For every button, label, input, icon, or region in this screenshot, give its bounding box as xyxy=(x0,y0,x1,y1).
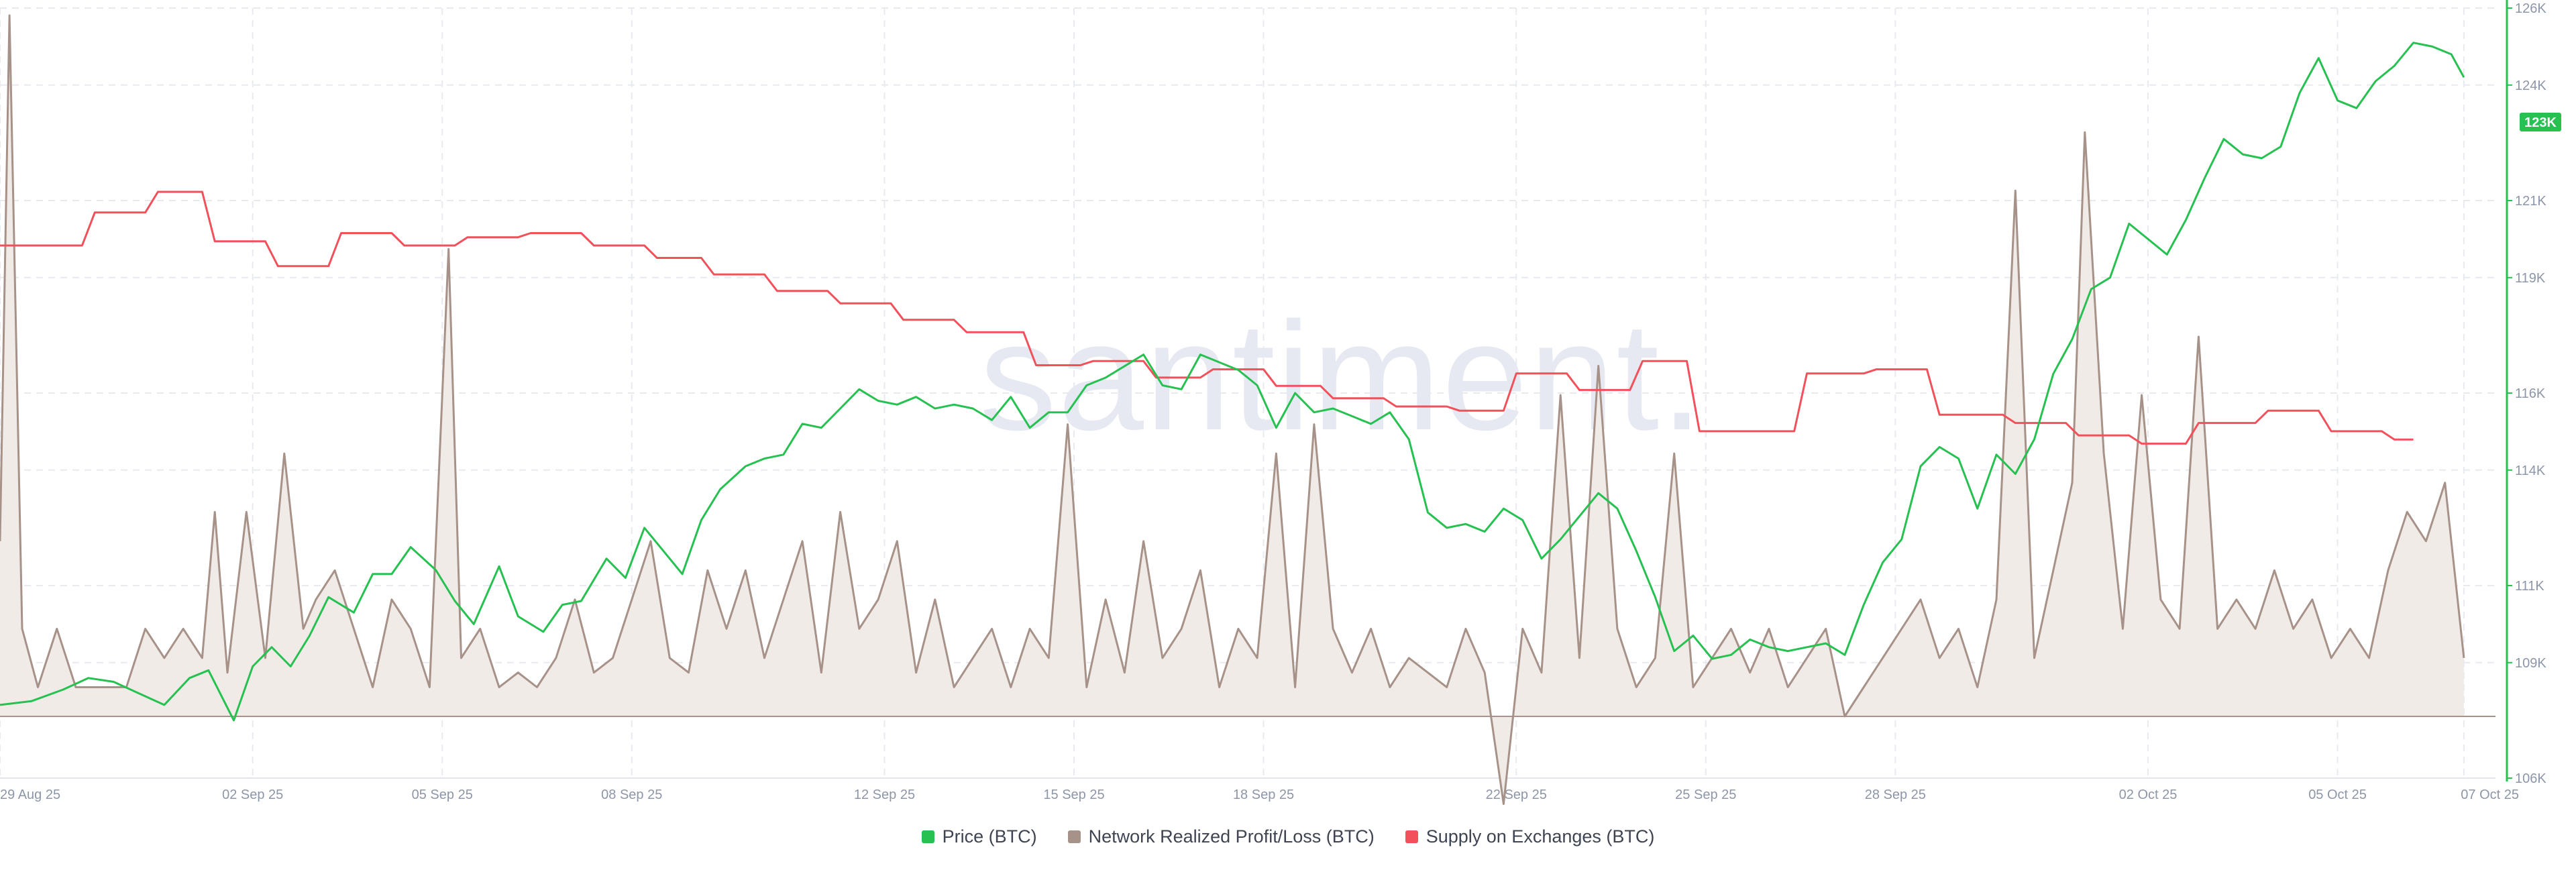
x-tick-label-3: 08 Sep 25 xyxy=(601,787,662,802)
x-tick-label-4: 12 Sep 25 xyxy=(854,787,915,802)
x-tick-label-5: 15 Sep 25 xyxy=(1043,787,1104,802)
legend-swatch-nrpl xyxy=(1067,830,1081,843)
supply-series-line xyxy=(0,190,2414,445)
x-tick-label-11: 05 Oct 25 xyxy=(2308,787,2367,802)
x-axis: 29 Aug 25 02 Sep 25 05 Sep 25 08 Sep 25 12 S… xyxy=(0,787,2519,802)
x-tick-label-0: 29 Aug 25 xyxy=(0,787,60,802)
y-tick-label-2: 121K xyxy=(2515,194,2546,209)
price-series-line xyxy=(0,42,2465,722)
chart-legend: Price (BTC) Network Realized Profit/Loss… xyxy=(0,826,2576,847)
x-tick-label-2: 05 Sep 25 xyxy=(412,787,473,802)
y-tick-label-1: 124K xyxy=(2515,78,2546,93)
y-tick-label-7: 109K xyxy=(2515,656,2546,671)
y-tick-label-6: 111K xyxy=(2515,579,2544,594)
x-tick-label-7: 22 Sep 25 xyxy=(1486,787,1547,802)
x-tick-label-6: 18 Sep 25 xyxy=(1233,787,1294,802)
x-tick-label-9: 28 Sep 25 xyxy=(1865,787,1926,802)
legend-item-nrpl[interactable]: Network Realized Profit/Loss (BTC) xyxy=(1067,826,1375,847)
x-tick-label-1: 02 Sep 25 xyxy=(222,787,283,802)
y-tick-label-3: 119K xyxy=(2515,271,2546,286)
y-axis-price: 126K 124K 121K 119K 116K 114K 111K 109K 106K xyxy=(2506,0,2546,786)
current-price-tag: 123K xyxy=(2520,113,2561,131)
legend-label-nrpl: Network Realized Profit/Loss (BTC) xyxy=(1088,826,1375,847)
legend-swatch-price xyxy=(921,830,934,843)
x-tick-label-8: 25 Sep 25 xyxy=(1675,787,1736,802)
legend-label-supply: Supply on Exchanges (BTC) xyxy=(1426,826,1655,847)
current-price-label: 123K xyxy=(2524,115,2557,130)
y-tick-label-4: 116K xyxy=(2515,386,2546,401)
y-tick-label-0: 126K xyxy=(2515,1,2546,16)
santiment-watermark: santiment. xyxy=(979,290,1705,462)
x-tick-label-12: 07 Oct 25 xyxy=(2461,787,2519,802)
current-price-tag-bg xyxy=(2520,113,2561,131)
y-tick-label-5: 114K xyxy=(2515,464,2546,478)
nrpl-series-line xyxy=(0,14,2465,806)
legend-item-supply[interactable]: Supply on Exchanges (BTC) xyxy=(1405,826,1655,847)
series-layer xyxy=(0,14,2496,806)
legend-label-price: Price (BTC) xyxy=(942,826,1037,847)
y-tick-label-8: 106K xyxy=(2515,771,2546,786)
legend-item-price[interactable]: Price (BTC) xyxy=(921,826,1037,847)
x-tick-label-10: 02 Oct 25 xyxy=(2119,787,2178,802)
legend-swatch-supply xyxy=(1405,830,1418,843)
